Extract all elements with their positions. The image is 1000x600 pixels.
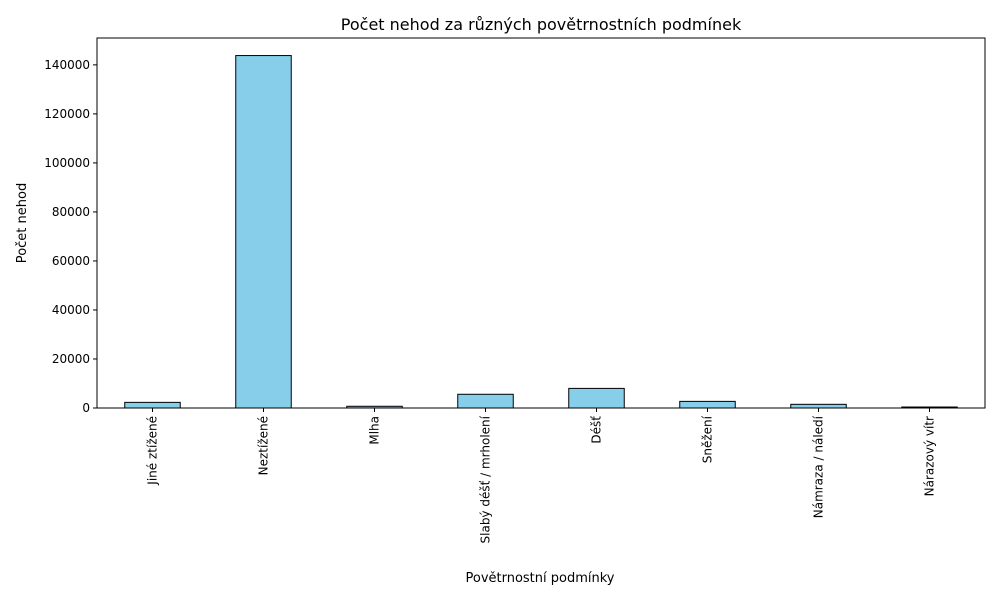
plot-frame <box>96 37 986 409</box>
y-tick-label: 60000 <box>52 254 90 268</box>
bar <box>790 403 847 409</box>
bar <box>235 55 292 409</box>
y-tick-label: 0 <box>82 401 90 415</box>
y-tick-label: 20000 <box>52 352 90 366</box>
x-tick-label: Neztížené <box>257 416 271 475</box>
y-tick-label: 120000 <box>44 107 90 121</box>
y-tick-label: 80000 <box>52 205 90 219</box>
y-axis-ticks: 0 20000 40000 60000 80000 100000 120000 140000 <box>44 58 97 415</box>
bar <box>679 400 736 409</box>
bar <box>568 387 625 409</box>
x-tick-label: Sněžení <box>701 415 715 463</box>
x-axis-label: Povětrnostní podmínky <box>465 571 614 586</box>
x-tick-label: Mlha <box>368 416 382 445</box>
x-tick-label: Jiné ztížené <box>146 416 160 486</box>
bar <box>124 401 181 409</box>
x-tick-label: Slabý déšť / mrholení <box>479 415 493 543</box>
bar <box>457 393 514 409</box>
x-tick-label: Nárazový vítr <box>923 416 937 496</box>
x-tick-label: Déšť <box>590 416 604 444</box>
y-tick-label: 40000 <box>52 303 90 317</box>
chart-title: Počet nehod za různých povětrnostních po… <box>341 15 742 34</box>
x-axis-ticks: Jiné ztížené Neztížené Mlha Slabý déšť / mr… <box>146 408 937 543</box>
bars-group <box>124 55 958 409</box>
x-tick-label: Námraza / náledí <box>812 415 826 518</box>
y-axis-label: Počet nehod <box>15 183 30 263</box>
y-tick-label: 140000 <box>44 58 90 72</box>
y-tick-label: 100000 <box>44 156 90 170</box>
